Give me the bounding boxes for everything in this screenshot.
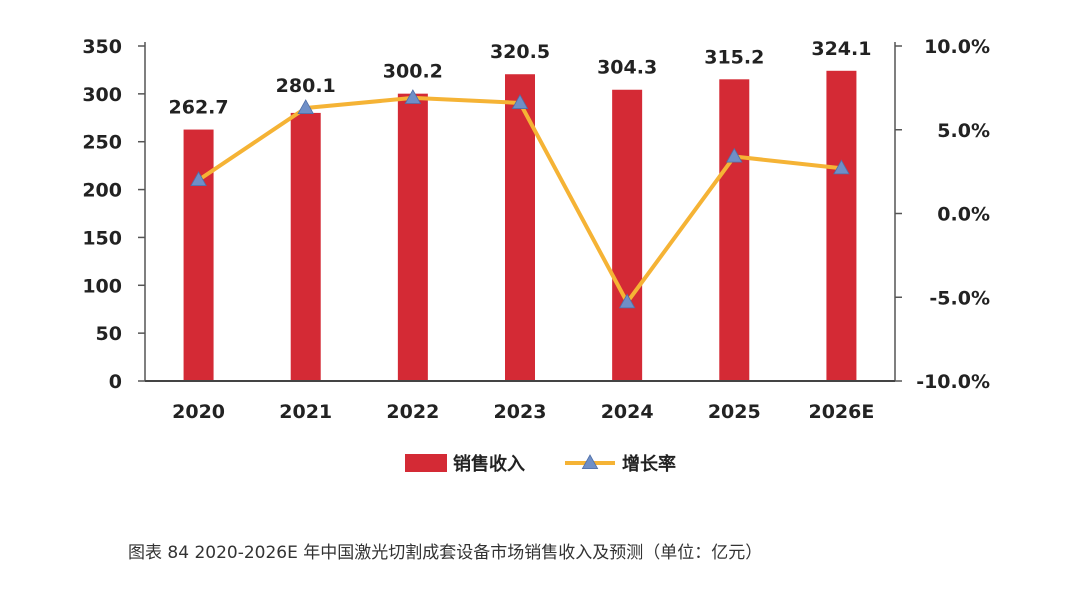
bar [612, 89, 643, 382]
growth-point [726, 147, 743, 163]
bar [290, 112, 321, 381]
left-tick-label: 300 [82, 84, 122, 106]
left-tick-label: 350 [82, 36, 122, 58]
bar-value-label: 300.2 [383, 61, 443, 83]
x-tick-label: 2024 [601, 401, 654, 423]
left-tick-label: 150 [82, 227, 122, 249]
growth-rate-line [190, 89, 850, 309]
legend-triangle-marker [581, 454, 599, 470]
left-tick-label: 250 [82, 132, 122, 154]
figure-caption: 图表 84 2020-2026E 年中国激光切割成套设备市场销售收入及预测（单位… [128, 543, 763, 563]
x-tick-label: 2023 [494, 401, 547, 423]
legend: 销售收入 增长率 [405, 453, 676, 475]
data-labels: 262.7 280.1 300.2 320.5 304.3 315.2 324.1 [169, 38, 872, 119]
x-axis: 2020 2021 2022 2023 2024 2025 2026E [145, 380, 895, 423]
growth-point [190, 171, 207, 187]
bar-value-label: 304.3 [597, 57, 657, 79]
left-tick-label: 0 [109, 371, 122, 393]
bar-value-label: 280.1 [276, 75, 336, 97]
x-tick-label: 2022 [386, 401, 439, 423]
bar-value-label: 320.5 [490, 41, 550, 63]
legend-bar-swatch [405, 454, 447, 472]
left-tick-label: 50 [96, 323, 122, 345]
right-y-axis: 10.0% 5.0% 0.0% -5.0% -10.0% [894, 36, 990, 393]
growth-point [297, 99, 314, 114]
growth-point [618, 293, 636, 309]
right-tick-label: 10.0% [924, 36, 990, 58]
legend-bar-label: 销售收入 [453, 453, 525, 475]
x-tick-label: 2021 [279, 401, 332, 423]
left-tick-label: 100 [82, 275, 122, 297]
bar [397, 93, 428, 381]
bar [826, 70, 857, 381]
right-tick-label: -10.0% [916, 371, 990, 393]
revenue-bars [183, 70, 857, 382]
x-tick-label: 2020 [172, 401, 225, 423]
left-y-axis: 0 50 100 150 200 250 300 350 [82, 36, 146, 393]
growth-point [511, 94, 529, 109]
x-tick-label: 2026E [808, 401, 874, 423]
right-tick-label: 5.0% [937, 120, 990, 142]
right-tick-label: 0.0% [937, 204, 990, 226]
bar [719, 79, 750, 382]
bar-value-label: 262.7 [169, 97, 229, 119]
bar-value-label: 315.2 [704, 46, 764, 68]
bar [183, 129, 214, 381]
right-tick-label: -5.0% [929, 287, 990, 309]
bar-value-label: 324.1 [811, 38, 871, 60]
legend-line-label: 增长率 [622, 453, 676, 475]
x-tick-label: 2025 [708, 401, 761, 423]
growth-point [833, 159, 850, 175]
growth-point [404, 89, 422, 104]
left-tick-label: 200 [82, 180, 122, 202]
